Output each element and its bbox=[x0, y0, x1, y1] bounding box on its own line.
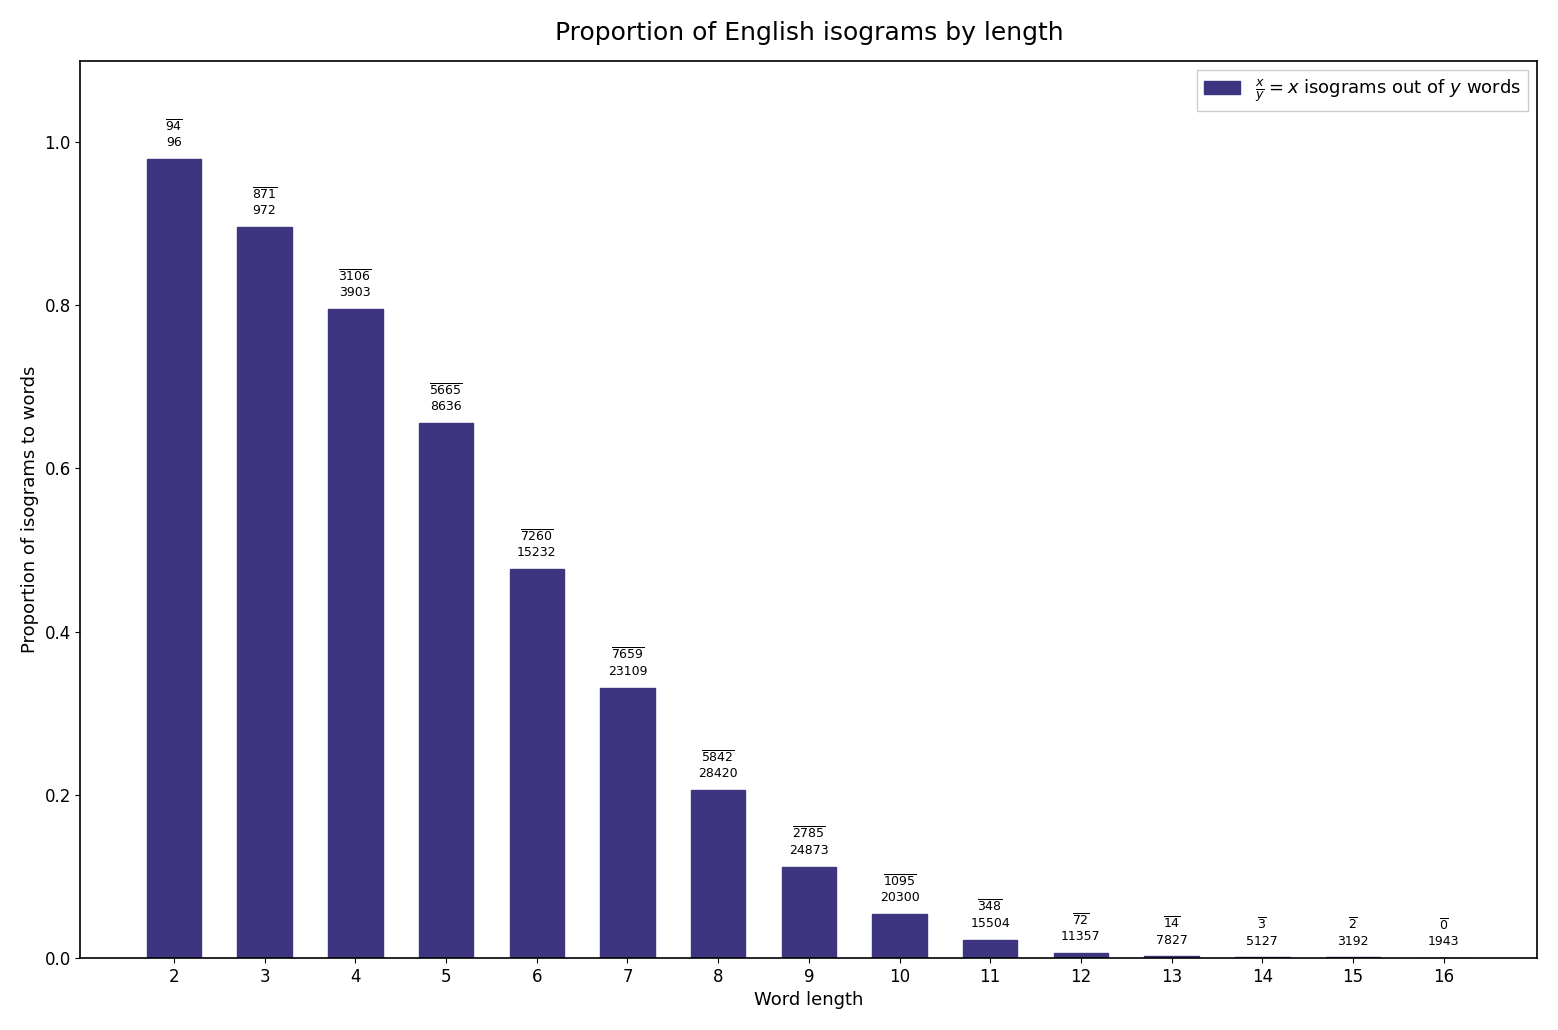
Legend: $\frac{x}{y} = x$ isograms out of $y$ words: $\frac{x}{y} = x$ isograms out of $y$ wo… bbox=[1197, 70, 1528, 111]
Bar bbox=[329, 309, 383, 958]
Text: $\overline{2}$
3192: $\overline{2}$ 3192 bbox=[1337, 917, 1369, 948]
Bar bbox=[872, 914, 927, 958]
Text: $\overline{3106}$
3903: $\overline{3106}$ 3903 bbox=[338, 269, 372, 299]
Text: $\overline{2785}$
24873: $\overline{2785}$ 24873 bbox=[788, 826, 829, 857]
Text: $\overline{14}$
7827: $\overline{14}$ 7827 bbox=[1156, 916, 1187, 947]
Bar bbox=[600, 688, 654, 958]
Bar bbox=[509, 570, 564, 958]
Text: $\overline{7260}$
15232: $\overline{7260}$ 15232 bbox=[517, 528, 556, 559]
Bar bbox=[1145, 957, 1198, 958]
Title: Proportion of English isograms by length: Proportion of English isograms by length bbox=[555, 21, 1063, 45]
X-axis label: Word length: Word length bbox=[754, 991, 863, 1009]
Bar bbox=[237, 227, 291, 958]
Text: $\overline{3}$
5127: $\overline{3}$ 5127 bbox=[1246, 917, 1278, 948]
Text: $\overline{0}$
1943: $\overline{0}$ 1943 bbox=[1429, 918, 1460, 948]
Text: $\overline{5842}$
28420: $\overline{5842}$ 28420 bbox=[698, 750, 738, 781]
Bar bbox=[1053, 953, 1108, 958]
Y-axis label: Proportion of isograms to words: Proportion of isograms to words bbox=[20, 366, 39, 653]
Text: $\overline{7659}$
23109: $\overline{7659}$ 23109 bbox=[608, 647, 647, 678]
Text: $\overline{871}$
972: $\overline{871}$ 972 bbox=[252, 186, 277, 217]
Text: $\overline{94}$
96: $\overline{94}$ 96 bbox=[165, 119, 182, 149]
Bar bbox=[419, 423, 474, 958]
Text: $\overline{348}$
15504: $\overline{348}$ 15504 bbox=[971, 899, 1010, 930]
Bar bbox=[146, 160, 201, 958]
Text: $\overline{1095}$
20300: $\overline{1095}$ 20300 bbox=[880, 873, 919, 904]
Text: $\overline{72}$
11357: $\overline{72}$ 11357 bbox=[1061, 913, 1102, 942]
Text: $\overline{5665}$
8636: $\overline{5665}$ 8636 bbox=[428, 382, 463, 413]
Bar bbox=[690, 790, 745, 958]
Bar bbox=[963, 939, 1017, 958]
Bar bbox=[782, 866, 837, 958]
